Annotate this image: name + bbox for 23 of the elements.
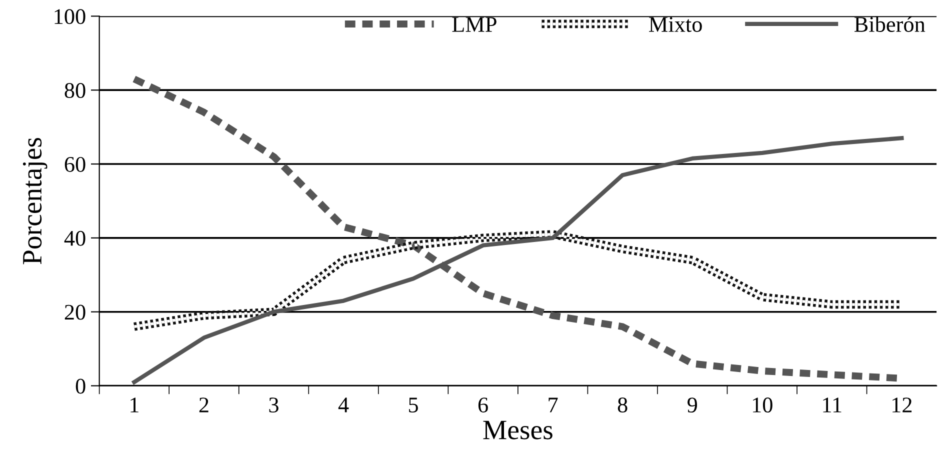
y-tick-label: 20	[64, 304, 86, 320]
y-tick-label: 80	[64, 83, 86, 98]
x-tick-label: 12	[892, 398, 912, 412]
x-tick-label: 2	[199, 398, 208, 412]
legend-label: LMP	[452, 17, 496, 32]
x-tick-label: 6	[478, 398, 488, 413]
x-tick-label: 9	[688, 398, 697, 413]
x-tick-label: 10	[752, 398, 772, 413]
x-tick-label: 7	[548, 398, 558, 412]
legend-label: Biberón	[854, 16, 926, 32]
y-tick-label: 100	[54, 9, 86, 24]
x-tick-label: 3	[269, 398, 278, 413]
y-tick-label: 40	[64, 230, 86, 246]
y-tick-label: 60	[64, 156, 86, 172]
x-axis-title: Meses	[483, 420, 552, 440]
y-tick-label: 0	[76, 378, 86, 394]
x-tick-label: 5	[409, 398, 418, 413]
x-tick-label: 8	[618, 398, 628, 413]
x-tick-label: 1	[130, 398, 138, 412]
y-axis-title: Porcentajes	[22, 138, 48, 264]
legend-label: Mixto	[649, 17, 702, 32]
x-tick-label: 4	[338, 398, 349, 412]
x-tick-label: 11	[823, 398, 842, 412]
